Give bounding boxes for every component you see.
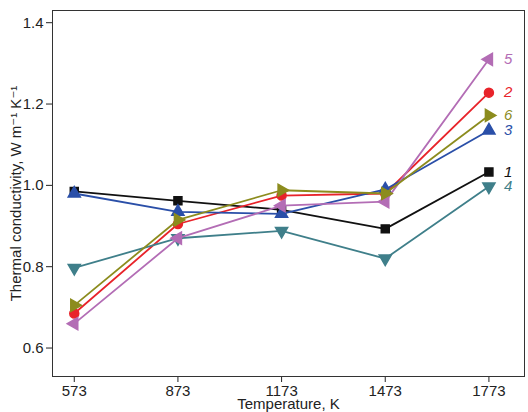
svg-text:1473: 1473 — [369, 382, 402, 399]
svg-text:1: 1 — [503, 162, 513, 180]
svg-text:3: 3 — [504, 121, 513, 138]
svg-text:1.0: 1.0 — [23, 176, 44, 193]
svg-text:573: 573 — [62, 382, 87, 399]
svg-text:1.2: 1.2 — [23, 95, 44, 112]
svg-text:4: 4 — [504, 177, 512, 194]
svg-text:1173: 1173 — [265, 382, 298, 400]
svg-text:1.4: 1.4 — [23, 14, 44, 31]
svg-text:0.6: 0.6 — [23, 339, 44, 356]
svg-text:0.8: 0.8 — [23, 258, 44, 275]
svg-text:5: 5 — [504, 50, 513, 67]
svg-text:Thermal conductivity, W m⁻¹ K⁻: Thermal conductivity, W m⁻¹ K⁻¹ — [7, 86, 24, 302]
svg-text:873: 873 — [165, 382, 190, 399]
svg-text:2: 2 — [503, 83, 513, 100]
svg-text:6: 6 — [504, 106, 513, 123]
svg-text:Temperature, K: Temperature, K — [237, 395, 340, 412]
svg-text:1773: 1773 — [472, 382, 505, 399]
